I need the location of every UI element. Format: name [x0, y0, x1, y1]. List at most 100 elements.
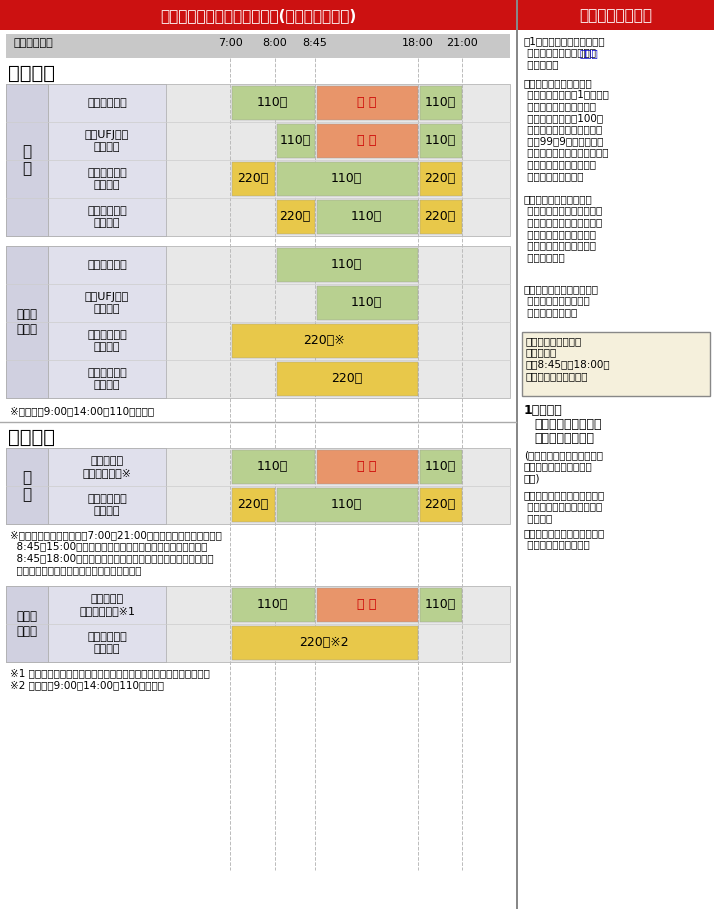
Text: ・総合口座の普通預金に
 おいて、その残高を超える
 お引出しの場合には、当該
 総合口座の定期預金等を
 担保に不足額を自動融資
 いたします。: ・総合口座の普通預金に おいて、その残高を超える お引出しの場合には、当該 総合…	[524, 194, 602, 262]
Text: ※普通預金へのお預入れは7:00～21:00、当座預金へのお預入れは
  8:45～15:00、スーパー定期等その他の商品へのお預入れは
  8:45～18:0: ※普通預金へのお預入れは7:00～21:00、当座預金へのお預入れは 8:45～…	[10, 530, 222, 574]
Text: 無 料: 無 料	[357, 461, 376, 474]
Text: こちら: こちら	[580, 48, 599, 58]
Text: 当社のカード: 当社のカード	[87, 260, 127, 270]
Text: ・ゆうちょ銀行へのお預入れ
 は通常貯金のみです。: ・ゆうちょ銀行へのお預入れ は通常貯金のみです。	[524, 528, 605, 550]
Text: 21:00: 21:00	[446, 38, 478, 48]
Bar	[317, 124, 418, 158]
Bar	[420, 200, 462, 234]
Bar	[516, 0, 518, 909]
Text: ゆうちょ銀行
のカード: ゆうちょ銀行 のカード	[87, 494, 127, 515]
Text: 220円: 220円	[424, 173, 456, 185]
Bar	[277, 200, 315, 234]
Text: 1回につき: 1回につき	[524, 404, 563, 417]
Bar	[232, 324, 418, 358]
Text: 8:00: 8:00	[263, 38, 287, 48]
Bar	[277, 124, 315, 158]
Bar	[48, 246, 166, 398]
Text: 110円: 110円	[424, 135, 456, 147]
Bar	[48, 84, 166, 236]
Text: 当社のカード: 当社のカード	[87, 98, 127, 108]
Text: 提携金融機関
のカード: 提携金融機関 のカード	[87, 206, 127, 228]
Text: 110円: 110円	[257, 598, 288, 612]
Text: 硬貨１００枚以内: 硬貨１００枚以内	[534, 432, 594, 445]
Text: 110円: 110円	[424, 598, 456, 612]
Bar	[277, 362, 418, 396]
Bar	[232, 450, 315, 484]
Text: お引出し: お引出し	[8, 64, 55, 83]
Bar	[6, 448, 510, 524]
Text: (ゆうちょ銀行のカードでは
硬貨のお取扱いはできま
せん): (ゆうちょ銀行のカードでは 硬貨のお取扱いはできま せん)	[524, 450, 603, 484]
Bar	[420, 488, 462, 522]
Text: お預入れ: お預入れ	[8, 428, 55, 447]
Text: ゆうちょ銀行
のカード: ゆうちょ銀行 のカード	[87, 632, 127, 654]
Bar	[232, 626, 418, 660]
Bar	[232, 588, 315, 622]
Bar	[518, 0, 714, 30]
Bar	[6, 246, 48, 398]
Text: ※1 土・日・祝日のお預入れは、普通預金のみご利用いただけます。: ※1 土・日・祝日のお預入れは、普通預金のみご利用いただけます。	[10, 668, 210, 678]
Bar	[420, 86, 462, 120]
Text: 110円: 110円	[257, 461, 288, 474]
Text: お取扱い時間: お取扱い時間	[14, 38, 54, 48]
Text: 110円: 110円	[331, 258, 362, 272]
Bar	[0, 0, 516, 30]
Bar	[522, 332, 710, 396]
Text: 提携金融機関
のカード: 提携金融機関 のカード	[87, 368, 127, 390]
Bar	[6, 586, 48, 662]
Text: 110円: 110円	[424, 461, 456, 474]
Text: 220円※2: 220円※2	[299, 636, 349, 650]
Bar	[317, 86, 418, 120]
Bar	[6, 84, 48, 236]
Bar	[232, 162, 275, 196]
Text: 220円※: 220円※	[303, 335, 345, 347]
Bar	[420, 450, 462, 484]
Text: ゆうちょ銀行
のカード: ゆうちょ銀行 のカード	[87, 330, 127, 352]
Bar	[317, 286, 418, 320]
Text: ※2 土曜日の9:00～14:00は110円です。: ※2 土曜日の9:00～14:00は110円です。	[10, 680, 164, 690]
Text: 110円: 110円	[331, 173, 362, 185]
Bar	[317, 450, 418, 484]
Text: 220円: 220円	[424, 211, 456, 224]
Text: ご利用限度額など: ご利用限度額など	[580, 8, 653, 24]
Text: 平
日: 平 日	[22, 470, 31, 502]
Text: 110円: 110円	[424, 96, 456, 109]
Text: 7:00: 7:00	[218, 38, 242, 48]
Text: ※土曜日の9:00～14:00は110円です。: ※土曜日の9:00～14:00は110円です。	[10, 406, 154, 416]
Text: ・ご利用金額を任意設定
 された場合でも、1回の操作
 でお引出しできる金額は
 当社カードの場合100万
 円以内（当社カード以外の
 場合99万9千円以内）: ・ご利用金額を任意設定 された場合でも、1回の操作 でお引出しできる金額は 当社…	[524, 78, 609, 181]
Bar	[232, 488, 275, 522]
Text: 110円: 110円	[331, 498, 362, 512]
Text: 無 料: 無 料	[357, 598, 376, 612]
Text: お取扱い時間・ご利用手数料(消費税等を含む): お取扱い時間・ご利用手数料(消費税等を含む)	[160, 8, 356, 24]
Text: ・一部入金（おつりが必要な
 お預入れ）はお取扱いでき
 ません。: ・一部入金（おつりが必要な お預入れ）はお取扱いでき ません。	[524, 490, 605, 524]
Bar	[6, 34, 510, 58]
Text: 18:00: 18:00	[402, 38, 434, 48]
Bar	[6, 246, 510, 398]
Bar	[6, 586, 510, 662]
Bar	[420, 162, 462, 196]
Text: 110円: 110円	[279, 135, 311, 147]
Text: 8:45: 8:45	[303, 38, 328, 48]
Text: 220円: 220円	[331, 373, 362, 385]
Bar	[317, 588, 418, 622]
Bar	[6, 84, 510, 236]
Text: 220円: 220円	[237, 498, 268, 512]
Text: 220円: 220円	[237, 173, 268, 185]
Bar	[6, 448, 48, 524]
Text: 硬貨でのお引出し・
お預入れは
平日8:45から18:00に
ご利用いただけます。: 硬貨でのお引出し・ お預入れは 平日8:45から18:00に ご利用いただけます…	[526, 336, 610, 381]
Text: 当社の通帳
またはカード※1: 当社の通帳 またはカード※1	[79, 594, 135, 615]
Bar	[277, 162, 418, 196]
Bar	[232, 86, 315, 120]
Text: ゆうちょ銀行
のカード: ゆうちょ銀行 のカード	[87, 168, 127, 190]
Text: 土・日
・祝日: 土・日 ・祝日	[16, 610, 38, 638]
Text: 無 料: 無 料	[357, 135, 376, 147]
Bar	[277, 488, 418, 522]
Text: 三菱UFJ銀行
のカード: 三菱UFJ銀行 のカード	[85, 292, 129, 314]
Text: 110円: 110円	[257, 96, 288, 109]
Bar	[420, 124, 462, 158]
Text: 220円: 220円	[279, 211, 311, 224]
Bar	[48, 586, 166, 662]
Bar	[277, 248, 418, 282]
Bar	[420, 588, 462, 622]
Text: 平
日: 平 日	[22, 144, 31, 176]
Text: 220円: 220円	[424, 498, 456, 512]
